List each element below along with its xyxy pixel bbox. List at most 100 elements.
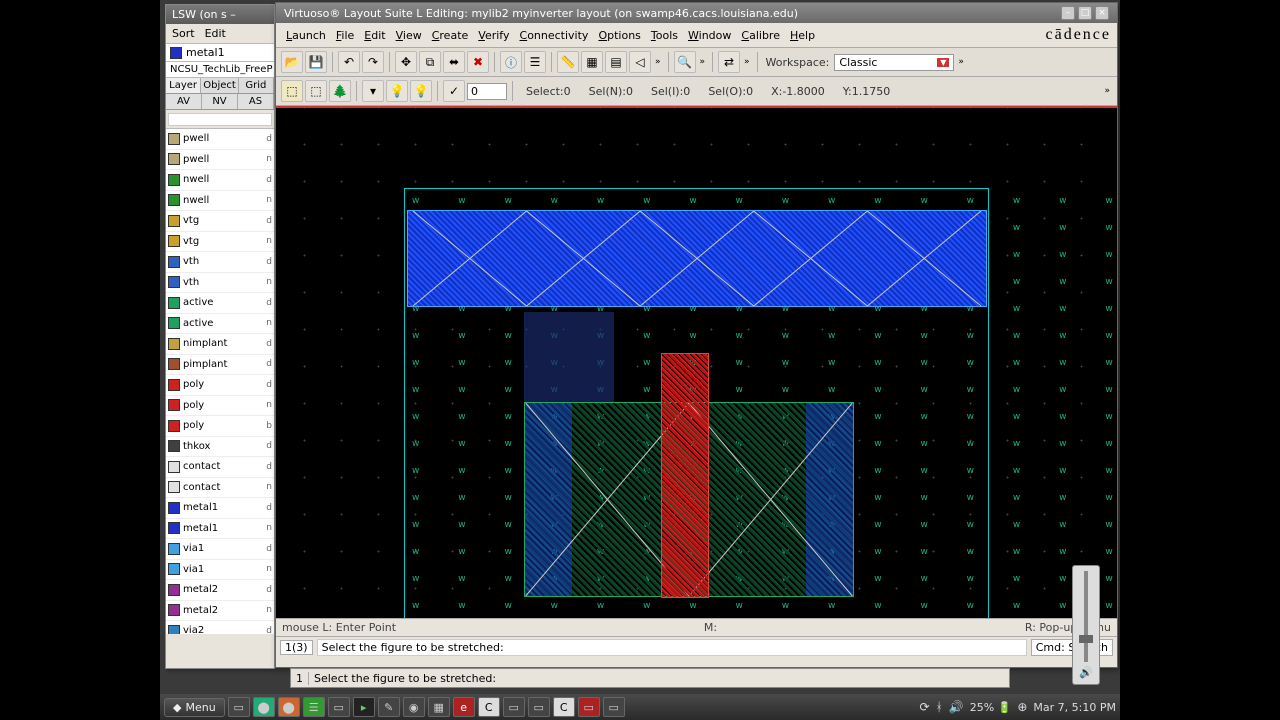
ruler-icon[interactable]: 📏 [557,51,579,73]
filter-av[interactable]: AV [166,94,202,109]
toolbar-more-2[interactable]: » [698,57,708,67]
layer-item-metal1[interactable]: metal1n [166,519,274,540]
filter-nv[interactable]: NV [202,94,238,109]
toolbar-more-3[interactable]: » [742,57,752,67]
menu-connectivity[interactable]: Connectivity [516,27,593,44]
menu-calibre[interactable]: Calibre [737,27,784,44]
bulb-icon[interactable]: 💡 [386,80,408,102]
copy-icon[interactable]: ⧉ [419,51,441,73]
tray-update-icon[interactable]: ⟳ [919,700,929,714]
stretch-icon[interactable]: ⬌ [443,51,465,73]
layer-item-poly[interactable]: polyd [166,375,274,396]
tree-icon[interactable]: 🌲 [329,80,351,102]
menu-window[interactable]: Window [684,27,735,44]
zoom-icon[interactable]: 🔍 [674,51,696,73]
toolbar2-more[interactable]: » [1102,86,1112,96]
menu-file[interactable]: File [332,27,358,44]
lsw-menu-sort[interactable]: Sort [172,27,195,40]
toolbar-more-1[interactable]: » [653,57,663,67]
layer-item-vtg[interactable]: vtgd [166,211,274,232]
tray-clock[interactable]: Mar 7, 5:10 PM [1033,701,1116,714]
tray-network-icon[interactable]: ⊕ [1017,700,1027,714]
task-app-10[interactable]: ▭ [603,697,625,717]
layer-item-pwell[interactable]: pwelld [166,129,274,150]
layers-icon[interactable]: ▦ [581,51,603,73]
task-app-7[interactable]: ▭ [503,697,525,717]
task-virtuoso-2[interactable]: C [553,697,575,717]
task-editor-icon[interactable]: ✎ [378,697,400,717]
lsw-current-layer[interactable]: metal1 [166,44,274,62]
menu-launch[interactable]: Launch [282,27,330,44]
level-input[interactable] [467,83,507,100]
layer-item-via1[interactable]: via1n [166,560,274,581]
layer-item-metal1[interactable]: metal1d [166,498,274,519]
menu-verify[interactable]: Verify [474,27,513,44]
close-button[interactable]: × [1095,6,1109,20]
volume-thumb[interactable] [1079,635,1093,643]
select2-icon[interactable]: ⬚ [305,80,327,102]
route-icon[interactable]: ⇄ [718,51,740,73]
lsw-search-input[interactable] [168,113,272,126]
workspace-selector[interactable]: Classic ▼ [834,54,954,71]
menu-create[interactable]: Create [428,27,473,44]
layer-item-nimplant[interactable]: nimplantd [166,334,274,355]
layer-item-poly[interactable]: polyn [166,396,274,417]
menu-help[interactable]: Help [786,27,819,44]
select-icon[interactable]: ⬚ [281,80,303,102]
maximize-button[interactable]: □ [1078,6,1092,20]
layer-item-contact[interactable]: contactd [166,457,274,478]
menu-edit[interactable]: Edit [360,27,389,44]
layer-item-metal2[interactable]: metal2d [166,580,274,601]
drc-icon[interactable]: ✓ [443,80,465,102]
task-terminal-icon[interactable]: ▸ [353,697,375,717]
volume-slider-popup[interactable]: 🔊 [1072,565,1100,685]
layer-item-vtg[interactable]: vtgn [166,232,274,253]
tab-grid[interactable]: Grid [239,78,274,93]
layer-item-via2[interactable]: via2d [166,621,274,634]
task-app-1[interactable]: ⬤ [253,697,275,717]
info-icon[interactable]: ⓘ [500,51,522,73]
layers2-icon[interactable]: ▤ [605,51,627,73]
task-app-8[interactable]: ▭ [528,697,550,717]
layer-item-vth[interactable]: vthd [166,252,274,273]
layer-item-pimplant[interactable]: pimplantd [166,355,274,376]
save-icon[interactable]: 💾 [305,51,327,73]
bulb2-icon[interactable]: 💡 [410,80,432,102]
task-app-6[interactable]: e [453,697,475,717]
redo-icon[interactable]: ↷ [362,51,384,73]
undo-icon[interactable]: ↶ [338,51,360,73]
task-app-5[interactable]: ▦ [428,697,450,717]
layer-item-metal2[interactable]: metal2n [166,601,274,622]
layer-item-pwell[interactable]: pwelln [166,150,274,171]
toolbar-more-4[interactable]: » [956,57,966,67]
layer-item-via1[interactable]: via1d [166,539,274,560]
start-menu-button[interactable]: ◆ Menu [164,698,225,717]
menu-options[interactable]: Options [594,27,644,44]
delete-icon[interactable]: ✖ [467,51,489,73]
layer-item-active[interactable]: activen [166,314,274,335]
layer-item-nwell[interactable]: nwelln [166,191,274,212]
tab-layer[interactable]: Layer [166,78,201,93]
task-app-3[interactable]: ☰ [303,697,325,717]
task-app-4[interactable]: ▭ [328,697,350,717]
menu-tools[interactable]: Tools [647,27,682,44]
hier-icon[interactable]: ▾ [362,80,384,102]
tab-object[interactable]: Object [201,78,239,93]
nav-icon[interactable]: ◁ [629,51,651,73]
layout-canvas[interactable]: w w w w w w w w w w w w w w w w w w w w … [276,106,1117,618]
filter-as[interactable]: AS [238,94,274,109]
tray-volume-icon[interactable]: 🔊 [949,700,964,714]
task-app-2[interactable]: ⬤ [278,697,300,717]
layer-item-poly[interactable]: polyb [166,416,274,437]
align-icon[interactable]: ☰ [524,51,546,73]
open-icon[interactable]: 📂 [281,51,303,73]
tray-bluetooth-icon[interactable]: ᚼ [936,700,943,714]
layer-item-vth[interactable]: vthn [166,273,274,294]
show-desktop-icon[interactable]: ▭ [228,697,250,717]
task-app-9[interactable]: ▭ [578,697,600,717]
lsw-menu-edit[interactable]: Edit [205,27,226,40]
layer-item-active[interactable]: actived [166,293,274,314]
move-icon[interactable]: ✥ [395,51,417,73]
menu-view[interactable]: View [392,27,426,44]
layer-item-contact[interactable]: contactn [166,478,274,499]
